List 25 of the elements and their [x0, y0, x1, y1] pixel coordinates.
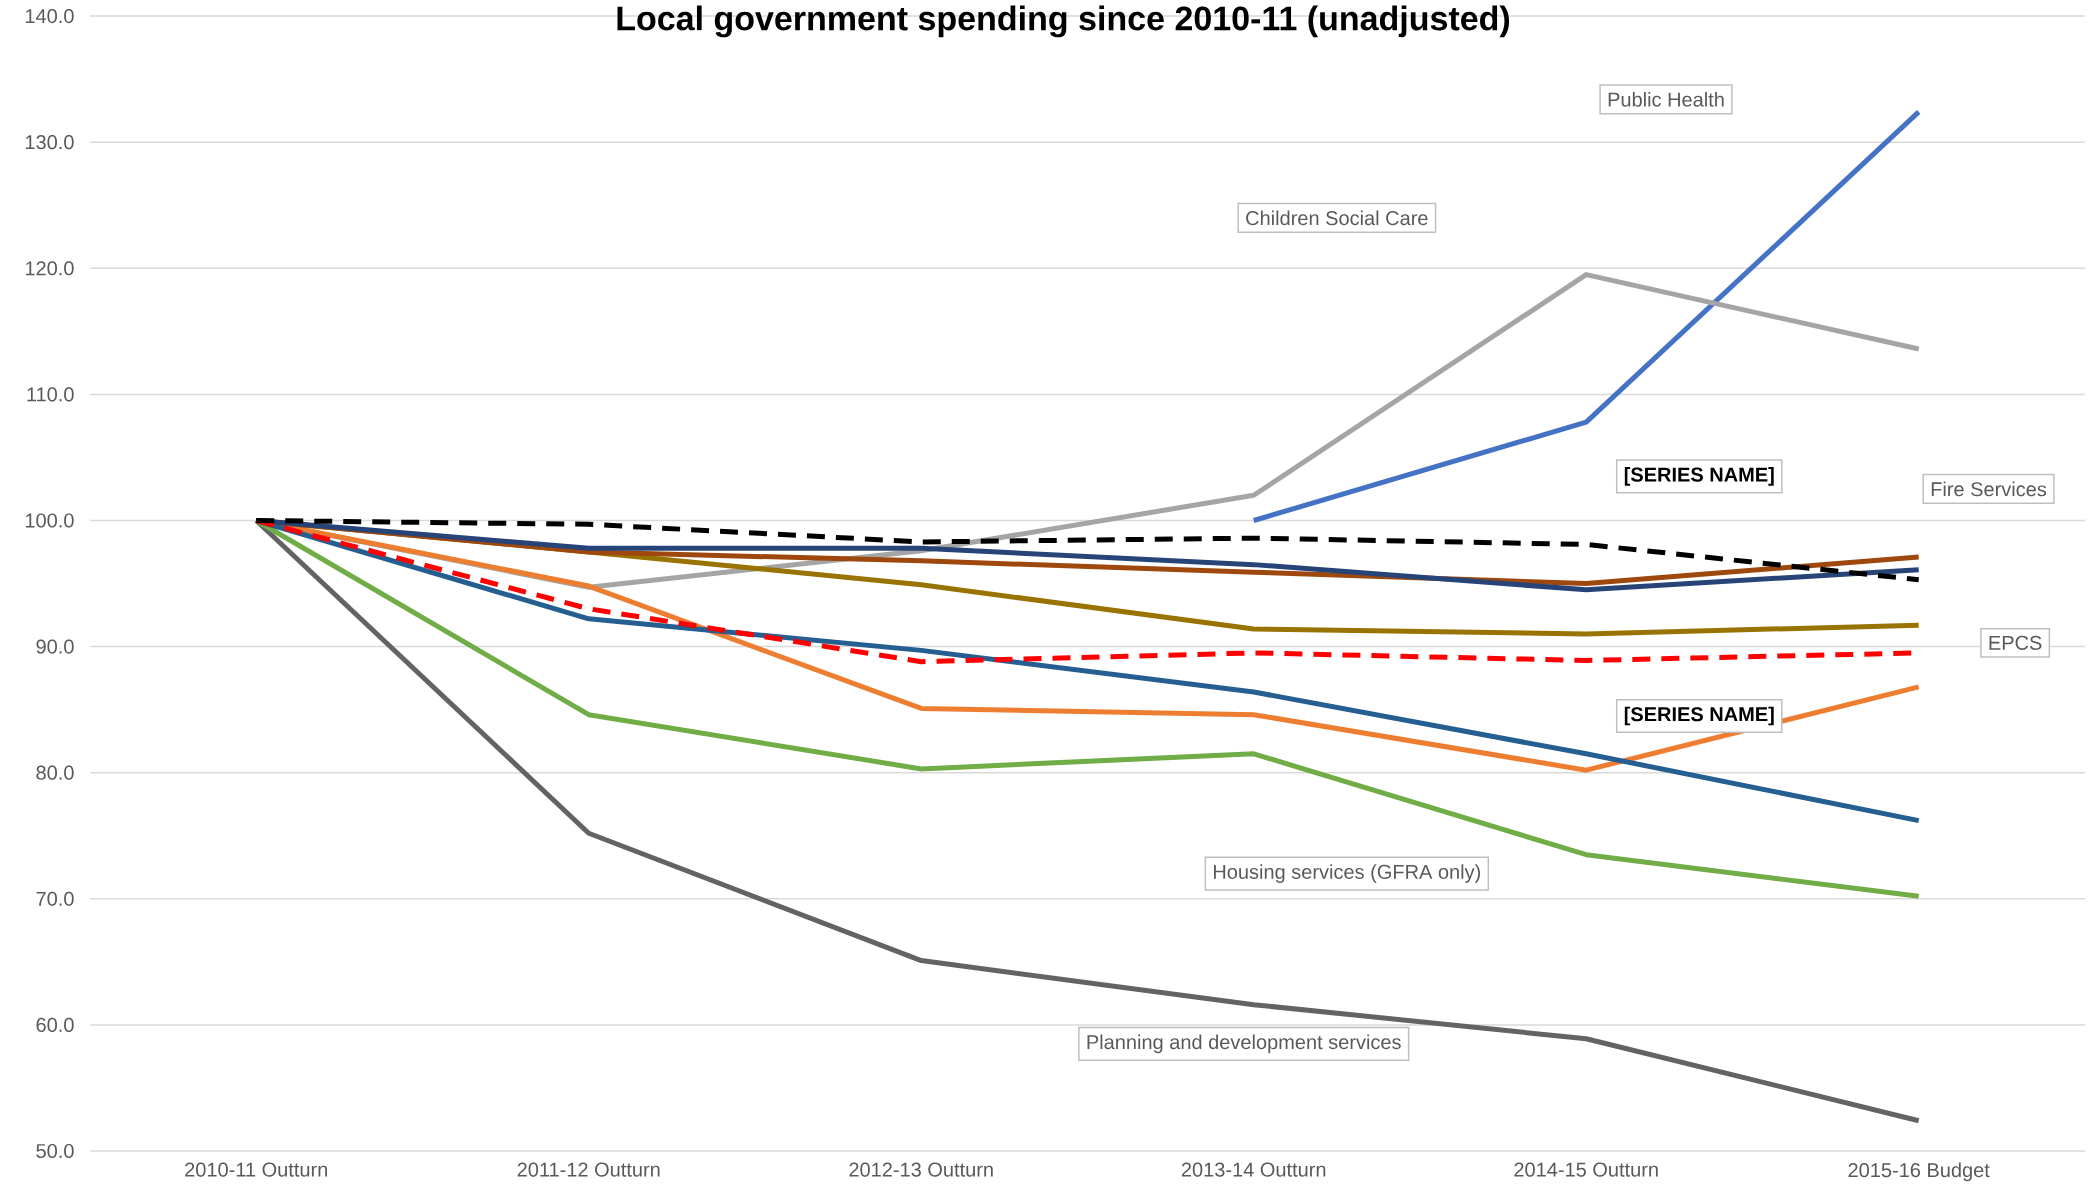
y-tick-label: 60.0	[36, 1017, 74, 1032]
annotation: Children Social Care	[1246, 210, 1428, 226]
x-tick-label: 2014-15 Outturn	[1514, 1162, 1658, 1177]
y-tick-label: 80.0	[36, 765, 74, 780]
y-tick-label: 140.0	[25, 9, 74, 24]
chart-title: Local government spending since 2010-11 (unadjusted)	[617, 5, 1510, 38]
x-tick-label: 2015-16 Budget	[1848, 1162, 1990, 1182]
annotation: Planning and development services	[1087, 1034, 1401, 1054]
y-tick-label: 90.0	[36, 639, 74, 654]
y-tick-label: 130.0	[25, 135, 74, 150]
annotation: Housing services (GFRA only)	[1213, 864, 1481, 883]
x-tick-label: 2011-12 Outturn	[517, 1162, 660, 1177]
x-tick-label: 2012-13 Outturn	[849, 1162, 993, 1177]
annotation: [SERIES NAME]	[1624, 706, 1774, 726]
x-tick-label: 2013-14 Outturn	[1181, 1162, 1326, 1177]
annotation: Fire Services	[1931, 481, 2047, 497]
annotation: [SERIES NAME]	[1624, 467, 1774, 486]
y-tick-label: 100.0	[25, 513, 74, 528]
y-tick-label: 120.0	[25, 261, 74, 276]
annotation: Public Health	[1608, 91, 1724, 107]
y-tick-label: 70.0	[36, 891, 74, 906]
x-tick-label: 2010-11 Outturn	[185, 1162, 327, 1177]
y-tick-label: 110.0	[27, 387, 74, 402]
annotation: EPCS	[1989, 635, 2042, 650]
y-tick-label: 50.0	[36, 1143, 74, 1159]
